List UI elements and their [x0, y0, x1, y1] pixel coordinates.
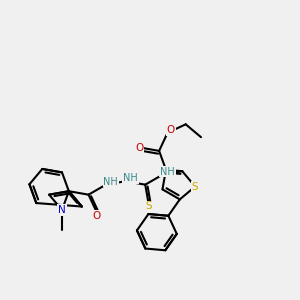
Text: O: O [135, 143, 143, 153]
Text: NH: NH [123, 173, 138, 183]
Text: N: N [58, 205, 66, 215]
Text: O: O [167, 125, 175, 135]
Text: S: S [192, 182, 198, 191]
Text: NH: NH [160, 167, 175, 177]
Text: NH: NH [103, 177, 118, 187]
Text: O: O [92, 211, 100, 221]
Text: S: S [145, 201, 152, 212]
